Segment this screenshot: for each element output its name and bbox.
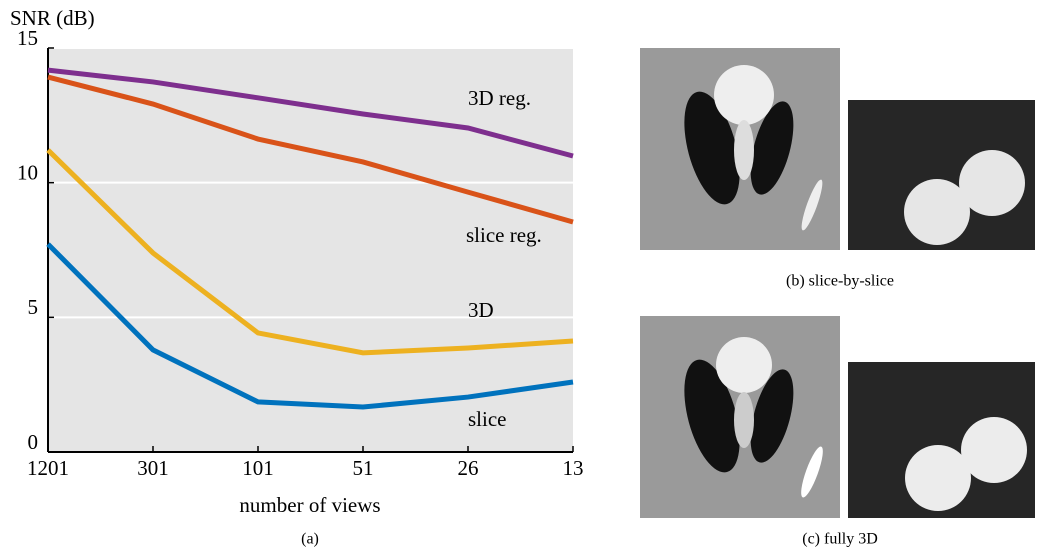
plot-background bbox=[48, 48, 573, 452]
x-axis-label: number of views bbox=[239, 493, 380, 517]
caption: (c) fully 3D bbox=[802, 531, 878, 548]
image-b2 bbox=[848, 100, 1035, 250]
series-label: slice reg. bbox=[466, 223, 542, 247]
series-label: 3D bbox=[468, 298, 494, 322]
x-tick-label: 301 bbox=[137, 456, 169, 480]
series-label: slice bbox=[468, 407, 506, 431]
series-label: 3D reg. bbox=[468, 86, 531, 110]
line-series bbox=[46, 148, 574, 356]
caption: (a) bbox=[301, 531, 319, 548]
line-series bbox=[46, 242, 574, 410]
x-tick-label: 26 bbox=[458, 456, 479, 480]
x-tick-label: 51 bbox=[353, 456, 374, 480]
image-b1 bbox=[640, 48, 840, 250]
y-tick-label: 10 bbox=[17, 160, 38, 184]
y-axis-label: SNR (dB) bbox=[10, 6, 95, 30]
x-tick-label: 1201 bbox=[27, 456, 69, 480]
y-tick-label: 0 bbox=[28, 430, 39, 454]
y-tick-label: 5 bbox=[28, 295, 39, 319]
x-tick-label: 13 bbox=[563, 456, 584, 480]
image-c2 bbox=[848, 362, 1035, 518]
line-series bbox=[47, 74, 574, 225]
caption: (b) slice-by-slice bbox=[786, 273, 894, 290]
line-series bbox=[47, 67, 574, 159]
y-tick-label: 15 bbox=[17, 26, 38, 50]
image-c1 bbox=[640, 316, 840, 518]
x-tick-label: 101 bbox=[242, 456, 274, 480]
